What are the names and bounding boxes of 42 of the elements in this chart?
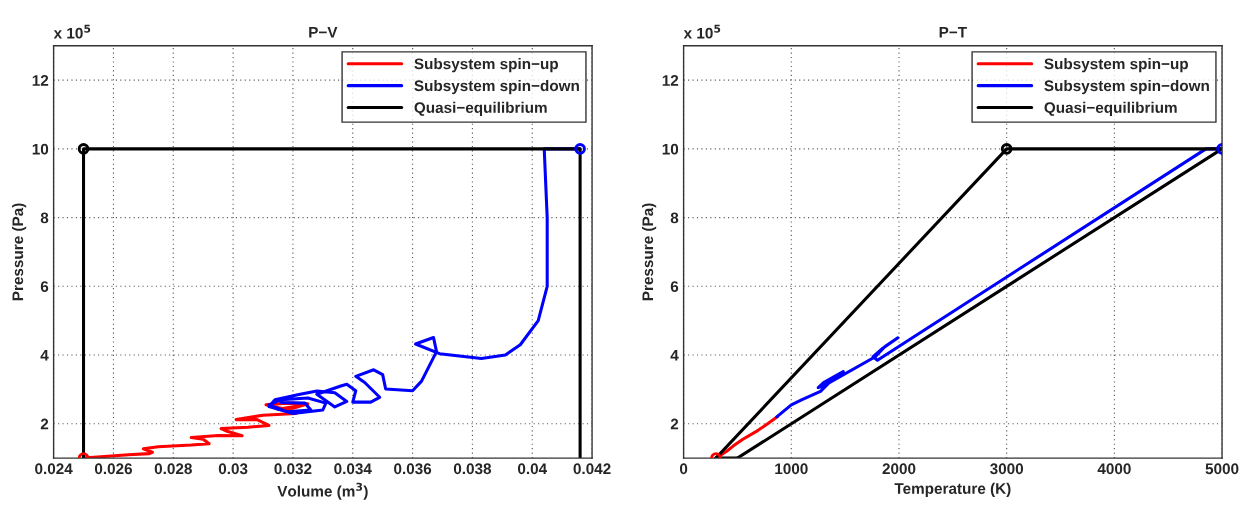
- y-axis-title: Pressure (Pa): [11, 203, 27, 301]
- y-tick-label: 8: [40, 212, 49, 224]
- y-tick-label: 6: [40, 281, 49, 292]
- chart-title: P−V: [309, 26, 338, 38]
- x-tick-label: 0.04: [517, 463, 548, 475]
- x-tick-label: 0.028: [154, 463, 192, 475]
- x-tick-label: 0.042: [573, 463, 611, 475]
- legend-label: Subsystem spin−up: [1044, 58, 1189, 73]
- text: x 10$^{5}$: [683, 24, 721, 39]
- y-tick-label: 2: [670, 418, 679, 430]
- x-tick-label: 2000: [882, 463, 916, 475]
- legend-label: Quasi−equilibrium: [1044, 101, 1177, 117]
- x-axis-title: Volume (m$^{3}$): [277, 482, 368, 500]
- y-axis-title: Pressure (Pa): [641, 203, 657, 301]
- text: x 10$^{5}$: [53, 24, 91, 39]
- x-tick-label: 0.036: [394, 463, 432, 475]
- chart-title: P−T: [939, 26, 967, 38]
- x-tick-label: 0.038: [453, 463, 492, 475]
- x-tick-label: 5000: [1205, 463, 1239, 475]
- x-tick-label: 4000: [1097, 463, 1131, 475]
- x-axis-title: Temperature (K): [894, 482, 1011, 497]
- legend-label: Subsystem spin−up: [414, 58, 559, 73]
- x-tick-label: 3000: [990, 463, 1024, 475]
- legend-label: Subsystem spin−down: [1044, 79, 1209, 95]
- y-tick-label: 4: [40, 350, 49, 361]
- legend-label: Quasi−equilibrium: [414, 101, 547, 117]
- y-tick-label: 2: [40, 418, 49, 430]
- x-tick-label: 0: [679, 463, 688, 475]
- y-tick-label: 8: [670, 212, 679, 224]
- x-tick-label: 0.024: [35, 463, 73, 475]
- x-tick-label: 0.034: [334, 463, 372, 475]
- y-tick-label: 10: [662, 143, 679, 155]
- y-tick-label: 6: [670, 281, 679, 292]
- x-tick-label: 0.032: [274, 463, 312, 475]
- x-tick-label: 1000: [775, 463, 808, 475]
- legend-label: Subsystem spin−down: [414, 79, 579, 95]
- x-tick-label: 0.03: [218, 463, 248, 475]
- y-tick-label: 12: [32, 75, 49, 86]
- y-tick-label: 10: [32, 143, 49, 155]
- y-tick-label: 12: [662, 75, 679, 86]
- y-tick-label: 4: [670, 350, 679, 361]
- x-tick-label: 0.026: [94, 463, 133, 475]
